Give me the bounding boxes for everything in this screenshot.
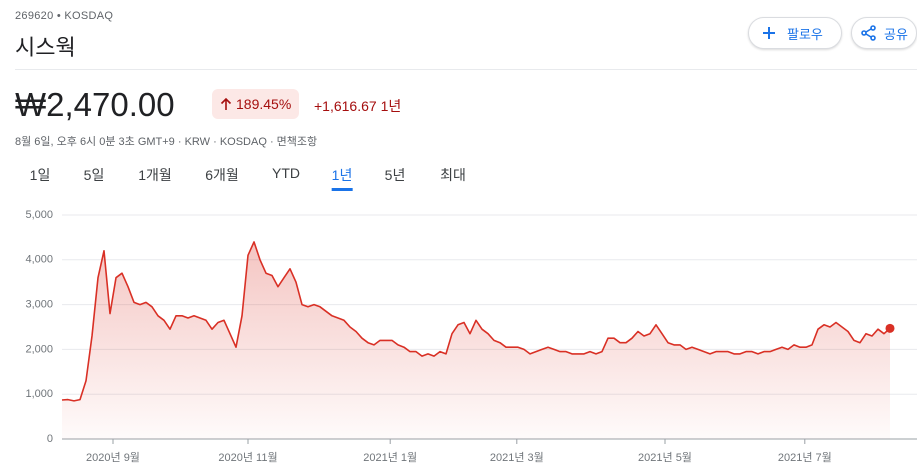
x-tick-label: 2020년 11월	[218, 451, 277, 464]
share-label: 공유	[884, 26, 908, 42]
follow-button[interactable]: 팔로우	[748, 17, 842, 49]
range-tab[interactable]: 최대	[440, 167, 466, 183]
change-absolute: +1,616.67 1년	[314, 96, 401, 116]
share-icon	[861, 25, 876, 41]
x-tick-label: 2021년 1월	[363, 451, 417, 464]
change-period: 1년	[380, 98, 402, 114]
x-tick-label: 2021년 7월	[778, 451, 832, 464]
follow-label: 팔로우	[787, 26, 823, 42]
x-tick-label: 2020년 9월	[86, 451, 140, 464]
ticker: 269620 • KOSDAQ	[15, 10, 114, 22]
x-tick-label: 2021년 5월	[638, 451, 692, 464]
change-percent-text: 189.45%	[236, 96, 292, 112]
y-tick-label: 1,000	[25, 388, 53, 400]
change-value: +1,616.67	[314, 98, 377, 114]
range-tab[interactable]: 1일	[29, 167, 51, 183]
last-point	[885, 323, 895, 333]
area	[62, 241, 890, 439]
range-tab[interactable]: 6개월	[205, 167, 239, 183]
plus-icon	[763, 27, 775, 39]
change-percent: 189.45%	[212, 89, 300, 119]
price-line	[61, 241, 891, 402]
info-line: 8월 6일, 오후 6시 0분 3초 GMT+9 · KRW · KOSDAQ …	[15, 136, 318, 148]
range-tab[interactable]: 1년	[331, 165, 353, 191]
y-tick-label: 0	[47, 433, 53, 445]
y-tick-label: 3,000	[25, 299, 53, 311]
divider	[15, 69, 917, 70]
range-tab[interactable]: YTD	[272, 165, 300, 181]
y-tick-label: 4,000	[25, 254, 53, 266]
price: ₩2,470.00	[15, 86, 175, 123]
y-tick-label: 2,000	[25, 343, 53, 355]
stock-name: 시스웍	[15, 35, 76, 60]
up-arrow	[220, 97, 232, 110]
share-button[interactable]: 공유	[851, 17, 917, 49]
y-tick-label: 5,000	[25, 209, 53, 221]
range-tab[interactable]: 5년	[384, 167, 406, 183]
range-tab[interactable]: 1개월	[138, 167, 172, 183]
x-tick-label: 2021년 3월	[490, 451, 544, 464]
range-tab[interactable]: 5일	[83, 167, 105, 183]
